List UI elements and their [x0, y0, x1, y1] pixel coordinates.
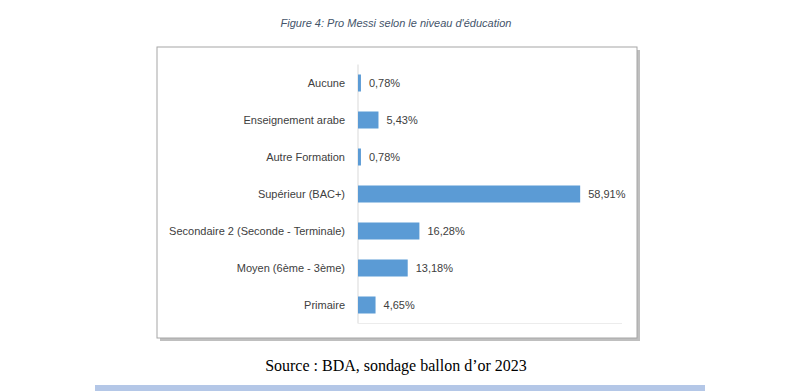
data-label: 0,78%	[369, 77, 400, 89]
category-label: Aucune	[308, 77, 345, 89]
data-label: 16,28%	[427, 225, 465, 237]
data-label: 0,78%	[369, 151, 400, 163]
chart-frame	[157, 47, 637, 338]
category-label: Moyen (6ème - 3ème)	[237, 262, 345, 274]
data-label: 5,43%	[386, 114, 417, 126]
bar	[358, 186, 580, 203]
bar	[358, 223, 419, 240]
bars	[358, 75, 580, 314]
bar	[358, 112, 378, 129]
chart-svg: Figure 4: Pro Messi selon le niveau d'éd…	[0, 0, 789, 391]
cropped-strip	[95, 385, 705, 391]
bar	[358, 75, 361, 92]
category-label: Secondaire 2 (Seconde - Terminale)	[169, 225, 345, 237]
value-axis	[358, 323, 622, 324]
bar	[358, 260, 408, 277]
source-note: Source : BDA, sondage ballon d’or 2023	[265, 357, 527, 375]
category-label: Primaire	[304, 299, 345, 311]
data-label: 58,91%	[588, 188, 626, 200]
category-label: Autre Formation	[266, 151, 345, 163]
bar	[358, 297, 376, 314]
chart-root: Figure 4: Pro Messi selon le niveau d'éd…	[0, 0, 789, 391]
category-label: Enseignement arabe	[243, 114, 345, 126]
category-label: Supérieur (BAC+)	[258, 188, 345, 200]
data-label: 13,18%	[416, 262, 454, 274]
chart-title: Figure 4: Pro Messi selon le niveau d'éd…	[281, 17, 512, 29]
data-label: 4,65%	[384, 299, 415, 311]
bar	[358, 149, 361, 166]
